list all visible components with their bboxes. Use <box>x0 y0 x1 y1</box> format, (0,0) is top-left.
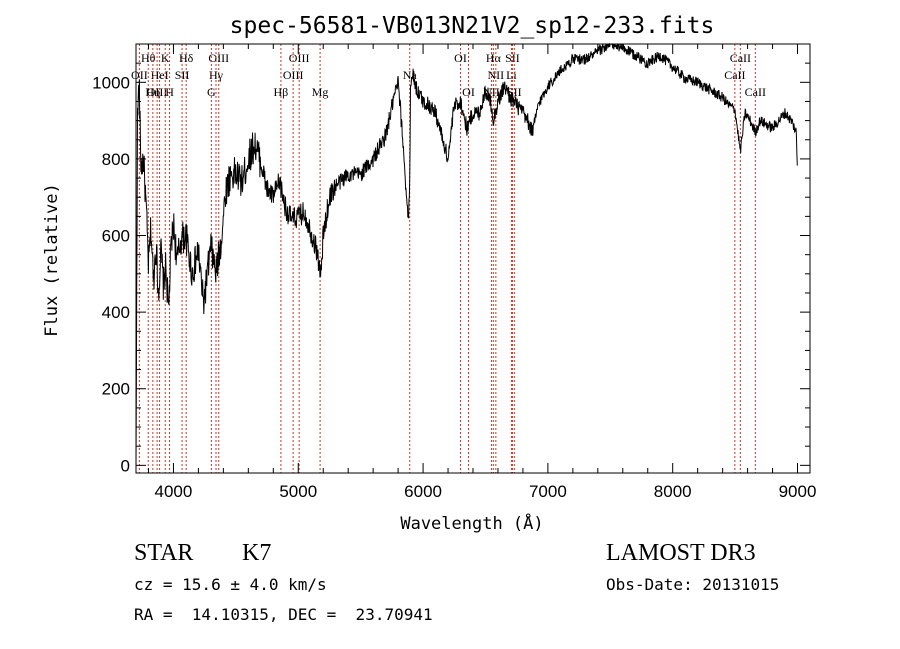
line-marker-label: HeI <box>151 68 169 82</box>
observation-date: Obs-Date: 20131015 <box>606 575 779 594</box>
line-marker-label: Hβ <box>274 85 289 99</box>
line-marker-label: Na <box>403 68 418 82</box>
line-marker-label: Mg <box>312 85 329 99</box>
line-marker-label: OII <box>131 68 148 82</box>
x-tick-label: 4000 <box>155 482 193 501</box>
line-marker-label: NII <box>488 68 505 82</box>
line-marker-label: OI <box>462 85 475 99</box>
line-marker-label: CaII <box>724 68 745 82</box>
object-class: STAR <box>134 540 193 566</box>
x-tick-label: 7000 <box>529 482 567 501</box>
coordinates: RA = 14.10315, DEC = 23.70941 <box>134 605 433 624</box>
line-marker-label: H <box>165 85 174 99</box>
y-axis-label: Flux (relative) <box>42 183 62 337</box>
object-subclass: K7 <box>242 540 271 566</box>
y-tick-label: 1000 <box>92 73 130 92</box>
line-marker-label: OIII <box>147 85 168 99</box>
line-marker-label: G <box>207 85 216 99</box>
spectral-line-markers: Hθ OII OIII K HeI Hη H Hδ SII OIII Hγ G Hβ OIII OIII Mg… <box>131 44 766 473</box>
x-tick-label: 6000 <box>404 482 442 501</box>
line-marker-label: OIII <box>283 68 304 82</box>
line-marker-label: CaII <box>745 85 766 99</box>
line-marker-label: K <box>161 51 170 65</box>
plot-frame <box>135 43 811 474</box>
line-marker-label: Hγ <box>209 68 224 82</box>
chart-title: spec-56581-VB013N21V2_sp12-233.fits <box>230 13 715 39</box>
x-axis-label: Wavelength (Å) <box>400 512 543 534</box>
y-tick-label: 600 <box>102 227 130 246</box>
line-marker-label: OI <box>454 51 467 65</box>
x-tick-label: 8000 <box>654 482 692 501</box>
survey-name: LAMOST DR3 <box>606 540 756 566</box>
y-tick-label: 800 <box>102 150 130 169</box>
y-axis: 0 200 400 600 800 1000 <box>92 43 810 475</box>
spectrum-line <box>135 42 798 466</box>
y-tick-label: 0 <box>121 456 130 475</box>
line-marker-label: OIII <box>289 51 310 65</box>
line-marker-label: SII <box>175 68 190 82</box>
redshift-velocity: cz = 15.6 ± 4.0 km/s <box>134 575 327 594</box>
y-tick-label: 200 <box>102 380 130 399</box>
line-marker-label: SII <box>505 51 520 65</box>
line-marker-label: CaII <box>730 51 751 65</box>
line-marker-label: Hδ <box>179 51 194 65</box>
line-marker-label: Hη <box>145 85 160 99</box>
line-marker-label: Hθ <box>141 51 156 65</box>
x-axis: 4000 5000 6000 7000 8000 9000 <box>147 44 817 501</box>
line-marker-label: Li <box>506 68 517 82</box>
line-marker-label: OIII <box>208 51 229 65</box>
y-tick-label: 400 <box>102 303 130 322</box>
line-marker-label: Hα <box>486 51 502 65</box>
x-tick-label: 5000 <box>279 482 317 501</box>
x-tick-label: 9000 <box>779 482 817 501</box>
